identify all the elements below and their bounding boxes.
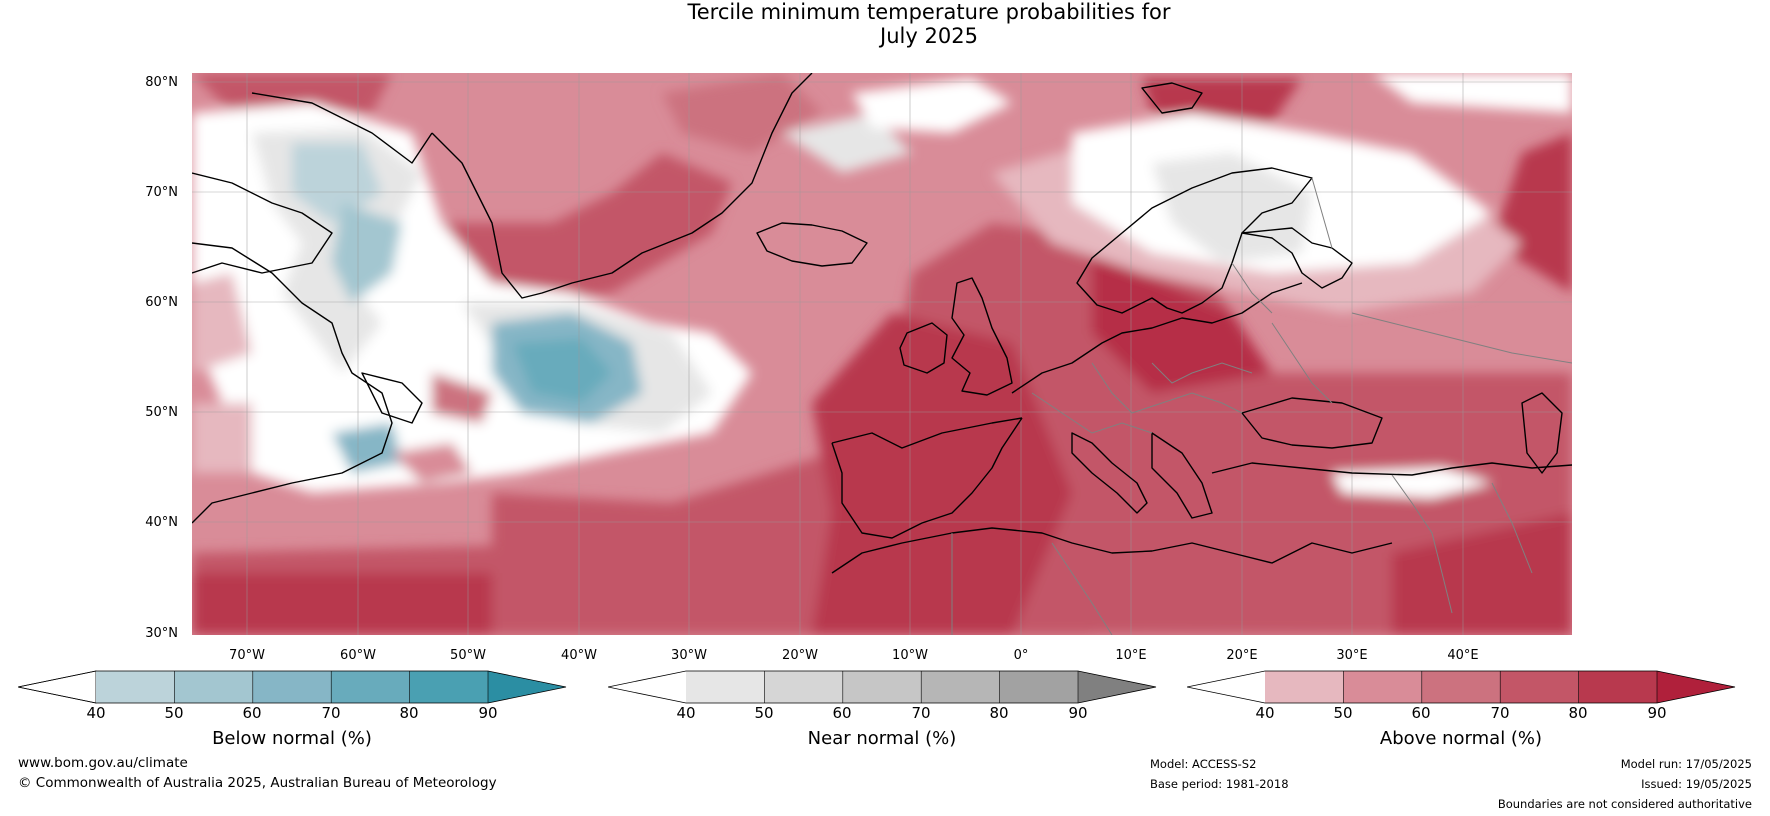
lon-label-70w: 70°W (229, 648, 265, 663)
lon-label-20w: 20°W (782, 648, 818, 663)
lon-label-0: 0° (1013, 648, 1029, 663)
coastlines (192, 73, 1572, 574)
title-line-1: Tercile minimum temperature probabilitie… (687, 0, 1171, 24)
cb-above-tick-60: 60 (1411, 704, 1431, 722)
cb-below-tick-80: 80 (399, 704, 419, 722)
lat-label-80n: 80°N (145, 75, 178, 90)
lat-label-70n: 70°N (145, 185, 178, 200)
lon-label-50w: 50°W (450, 648, 486, 663)
colorbar-below-label: Below normal (%) (212, 728, 372, 749)
cb-above-tick-70: 70 (1490, 704, 1510, 722)
cb-near-tick-50: 50 (754, 704, 774, 722)
map-title: Tercile minimum temperature probabilitie… (0, 0, 1770, 48)
cb-near-tick-90: 90 (1068, 704, 1088, 722)
footer-website: www.bom.gov.au/climate (18, 755, 188, 771)
lon-label-10e: 10°E (1115, 648, 1147, 663)
cb-below-tick-40: 40 (86, 704, 106, 722)
lat-label-30n: 30°N (145, 626, 178, 641)
cb-below-tick-90: 90 (478, 704, 498, 722)
cb-near-tick-60: 60 (832, 704, 852, 722)
lon-label-30w: 30°W (671, 648, 707, 663)
country-borders (951, 177, 1572, 635)
cb-near-tick-80: 80 (989, 704, 1009, 722)
cb-below-tick-60: 60 (242, 704, 262, 722)
cb-near-tick-40: 40 (676, 704, 696, 722)
probability-field (192, 73, 1572, 635)
cb-near-tick-70: 70 (911, 704, 931, 722)
lat-label-40n: 40°N (145, 515, 178, 530)
cb-below-tick-70: 70 (321, 704, 341, 722)
lon-label-60w: 60°W (340, 648, 376, 663)
lon-label-30e: 30°E (1336, 648, 1368, 663)
title-line-2: July 2025 (880, 24, 978, 48)
cb-above-tick-40: 40 (1255, 704, 1275, 722)
cb-above-tick-90: 90 (1647, 704, 1667, 722)
lon-label-10w: 10°W (892, 648, 928, 663)
colorbar-near-label: Near normal (%) (807, 728, 957, 749)
probability-map (192, 73, 1572, 635)
map-canvas (192, 73, 1572, 635)
footer-base-period: Base period: 1981-2018 (1150, 777, 1289, 791)
footer-disclaimer: Boundaries are not considered authoritat… (1497, 797, 1752, 811)
footer-issued: Issued: 19/05/2025 (1641, 777, 1752, 791)
lat-label-50n: 50°N (145, 405, 178, 420)
cb-above-tick-50: 50 (1333, 704, 1353, 722)
cb-above-tick-80: 80 (1568, 704, 1588, 722)
colorbar-above-normal (1187, 670, 1736, 704)
graticule (192, 73, 1572, 635)
lon-label-20e: 20°E (1226, 648, 1258, 663)
colorbar-near-normal (608, 670, 1157, 704)
footer-copyright: © Commonwealth of Australia 2025, Austra… (18, 775, 497, 791)
footer-model-run: Model run: 17/05/2025 (1620, 757, 1752, 771)
lon-label-40w: 40°W (561, 648, 597, 663)
cb-below-tick-50: 50 (164, 704, 184, 722)
colorbar-above-label: Above normal (%) (1379, 728, 1543, 749)
colorbar-below-normal (18, 670, 567, 704)
footer-model: Model: ACCESS-S2 (1150, 757, 1257, 771)
lat-label-60n: 60°N (145, 295, 178, 310)
lon-label-40e: 40°E (1447, 648, 1479, 663)
